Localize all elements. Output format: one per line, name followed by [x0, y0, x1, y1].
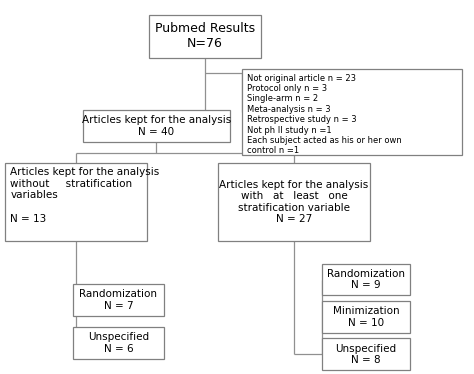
FancyBboxPatch shape: [322, 338, 410, 370]
Text: Unspecified
N = 6: Unspecified N = 6: [88, 332, 149, 354]
FancyBboxPatch shape: [83, 110, 230, 142]
FancyBboxPatch shape: [242, 69, 462, 155]
Text: Randomization
N = 7: Randomization N = 7: [80, 289, 157, 311]
FancyBboxPatch shape: [149, 15, 261, 58]
FancyBboxPatch shape: [218, 163, 370, 241]
Text: Unspecified
N = 8: Unspecified N = 8: [336, 344, 397, 365]
FancyBboxPatch shape: [73, 327, 164, 359]
FancyBboxPatch shape: [322, 264, 410, 295]
Text: Articles kept for the analysis
with   at   least   one
stratification variable
N: Articles kept for the analysis with at l…: [219, 180, 368, 224]
Text: Articles kept for the analysis
without     stratification
variables

N = 13: Articles kept for the analysis without s…: [10, 167, 160, 224]
FancyBboxPatch shape: [322, 301, 410, 333]
Text: Not original article n = 23
Protocol only n = 3
Single-arm n = 2
Meta-analysis n: Not original article n = 23 Protocol onl…: [247, 74, 402, 156]
Text: Pubmed Results
N=76: Pubmed Results N=76: [155, 22, 255, 50]
FancyBboxPatch shape: [5, 163, 147, 241]
Text: Minimization
N = 10: Minimization N = 10: [333, 306, 400, 328]
Text: Randomization
N = 9: Randomization N = 9: [327, 269, 405, 290]
Text: Articles kept for the analysis
N = 40: Articles kept for the analysis N = 40: [82, 116, 231, 137]
FancyBboxPatch shape: [73, 284, 164, 316]
